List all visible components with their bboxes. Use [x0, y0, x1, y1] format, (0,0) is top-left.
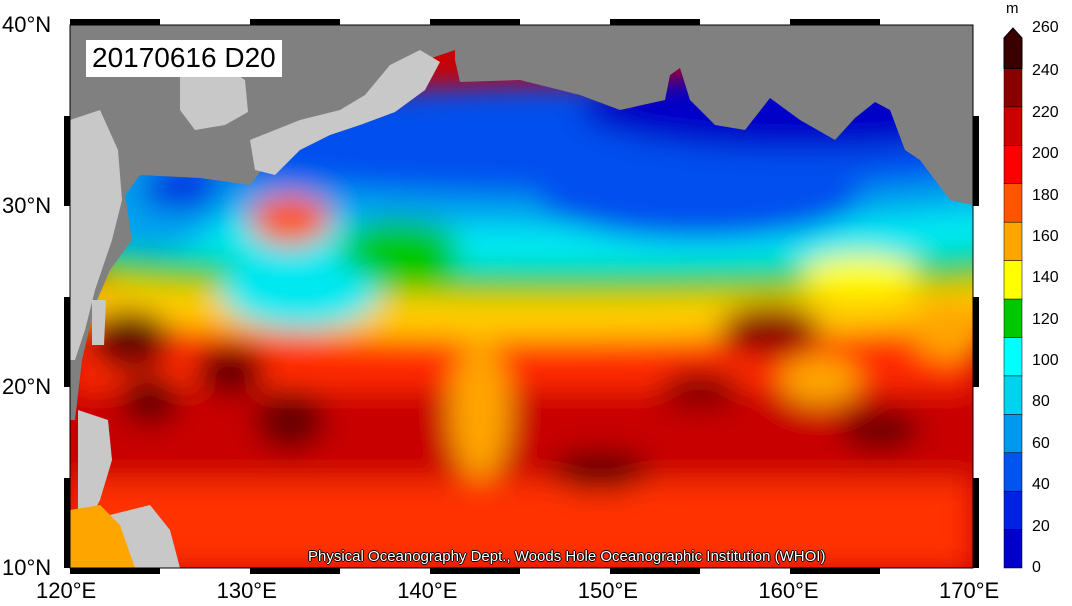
colorbar-tick-label: 180: [1032, 186, 1059, 204]
colorbar-tick-label: 160: [1032, 227, 1059, 245]
y-tick-label: 20°N: [2, 374, 52, 399]
colorbar-tick-label: 120: [1032, 310, 1059, 328]
x-tick-label: 170°E: [939, 578, 1000, 603]
colorbar-segment: [1003, 337, 1023, 377]
colorbar-tick-label: 40: [1032, 476, 1050, 494]
colorbar-tick-label: 80: [1032, 393, 1050, 411]
colorbar-tick-label: 20: [1032, 517, 1050, 535]
colorbar-tick-label: 100: [1032, 352, 1059, 370]
colorbar-arrow: [1003, 27, 1023, 69]
colorbar-tick-label: 60: [1032, 434, 1050, 452]
colorbar-segment: [1003, 221, 1023, 261]
colorbar-segment: [1003, 490, 1023, 530]
x-tick-label: 120°E: [36, 578, 97, 603]
land-mask: [70, 25, 973, 568]
colorbar-segment: [1003, 414, 1023, 453]
colorbar-segment: [1003, 68, 1023, 108]
colorbar-segment: [1003, 145, 1023, 184]
colorbar-unit: m: [1006, 0, 1019, 17]
map-frame-ticks: [64, 19, 979, 574]
colorbar-tick-label: 220: [1032, 103, 1059, 121]
colorbar-tick-label: 140: [1032, 269, 1059, 287]
colorbar-segment: [1003, 183, 1023, 223]
colorbar-tick-label: 0: [1032, 559, 1041, 576]
y-tick-label: 30°N: [2, 193, 52, 218]
colorbar: [1003, 27, 1023, 569]
credit-text: Physical Oceanography Dept., Woods Hole …: [308, 548, 826, 565]
x-tick-label: 150°E: [577, 578, 638, 603]
colorbar-segment: [1003, 375, 1023, 415]
colorbar-segment: [1003, 106, 1023, 146]
x-tick-label: 160°E: [758, 578, 819, 603]
colorbar-segment: [1003, 298, 1023, 338]
colorbar-tick-label: 200: [1032, 145, 1059, 163]
y-tick-label: 10°N: [2, 555, 52, 580]
colorbar-segment: [1003, 260, 1023, 300]
colorbar-segment: [1003, 529, 1023, 569]
colorbar-tick-label: 260: [1032, 19, 1059, 36]
colorbar-tick-label: 240: [1032, 62, 1059, 80]
d20-field: [70, 25, 973, 568]
x-tick-label: 140°E: [397, 578, 458, 603]
colorbar-segment: [1003, 452, 1023, 492]
map-title: 20170616 D20: [86, 40, 282, 77]
y-tick-label: 40°N: [2, 12, 52, 37]
x-tick-label: 130°E: [216, 578, 277, 603]
